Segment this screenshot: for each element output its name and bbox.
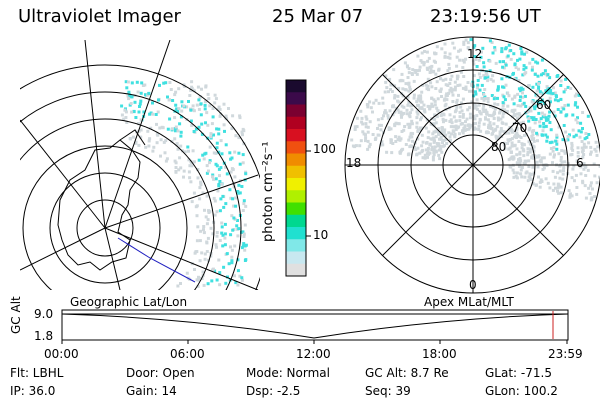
geographic-label: Geographic Lat/Lon (70, 295, 188, 309)
dsp-value: Dsp: -2.5 (246, 384, 301, 398)
mlt-0-label: 0 (469, 278, 477, 292)
colorbar-segment (286, 263, 306, 277)
timeline-axis-label: GC Alt (9, 296, 23, 334)
timeline-tick-2359: 23:59 (548, 347, 583, 361)
colorbar-segment (286, 190, 306, 203)
colorbar-segment (286, 129, 306, 142)
colorbar-unit-label: photon cm⁻²s⁻¹ (261, 141, 276, 242)
polar-map (344, 36, 600, 294)
timeline-tick-1200: 12:00 (296, 347, 331, 361)
colorbar (286, 80, 306, 277)
gc-alt-value: GC Alt: 8.7 Re (365, 366, 449, 380)
colorbar-segment (286, 141, 306, 154)
timeline-tick-0600: 06:00 (170, 347, 205, 361)
mlat-70-label: 70 (512, 121, 528, 135)
colorbar-tick-10: 10 (313, 228, 329, 242)
geographic-map (20, 40, 260, 290)
colorbar-segment (286, 202, 306, 216)
glon-value: GLon: 100.2 (485, 384, 558, 398)
ip-value: IP: 36.0 (10, 384, 56, 398)
mode-value: Mode: Normal (246, 366, 330, 380)
time-label: 23:19:56 UT (430, 6, 541, 27)
colorbar-segment (286, 116, 306, 130)
right-aurora (350, 38, 600, 202)
colorbar-segment (286, 239, 306, 252)
colorbar-tick-100: 100 (313, 142, 336, 156)
coastline (57, 139, 141, 271)
mlt-6-label: 6 (576, 156, 584, 170)
left-aurora (120, 80, 248, 288)
timeline-y-low: 1.8 (34, 329, 54, 343)
glat-value: GLat: -71.5 (485, 366, 552, 380)
colorbar-segment (286, 214, 306, 228)
colorbar-segment (286, 153, 306, 167)
colorbar-segment (286, 251, 306, 265)
seq-value: Seq: 39 (365, 384, 411, 398)
meridians (20, 40, 259, 290)
colorbar-segment (286, 80, 306, 93)
instrument-title: Ultraviolet Imager (18, 6, 181, 27)
timeline-tick-0000: 00:00 (44, 347, 79, 361)
apex-label: Apex MLat/MLT (424, 295, 514, 309)
colorbar-segment (286, 104, 306, 118)
coast-blue-line (117, 237, 196, 283)
colorbar-segment (286, 165, 306, 179)
mlt-12-label: 12 (467, 47, 483, 61)
colorbar-segment (286, 227, 306, 240)
timeline-plot (61, 309, 569, 344)
mlt-18-label: 18 (346, 156, 362, 170)
mlat-60-label: 60 (536, 98, 552, 112)
latitude-circles (20, 64, 260, 290)
mlat-80-label: 80 (491, 140, 507, 154)
timeline-y-high: 9.0 (34, 307, 54, 321)
colorbar-segment (286, 92, 306, 105)
gain-value: Gain: 14 (126, 384, 177, 398)
filter-value: Flt: LBHL (10, 366, 64, 380)
door-value: Door: Open (126, 366, 195, 380)
colorbar-segment (286, 178, 306, 191)
date-label: 25 Mar 07 (272, 6, 364, 27)
timeline-tick-1800: 18:00 (422, 347, 457, 361)
